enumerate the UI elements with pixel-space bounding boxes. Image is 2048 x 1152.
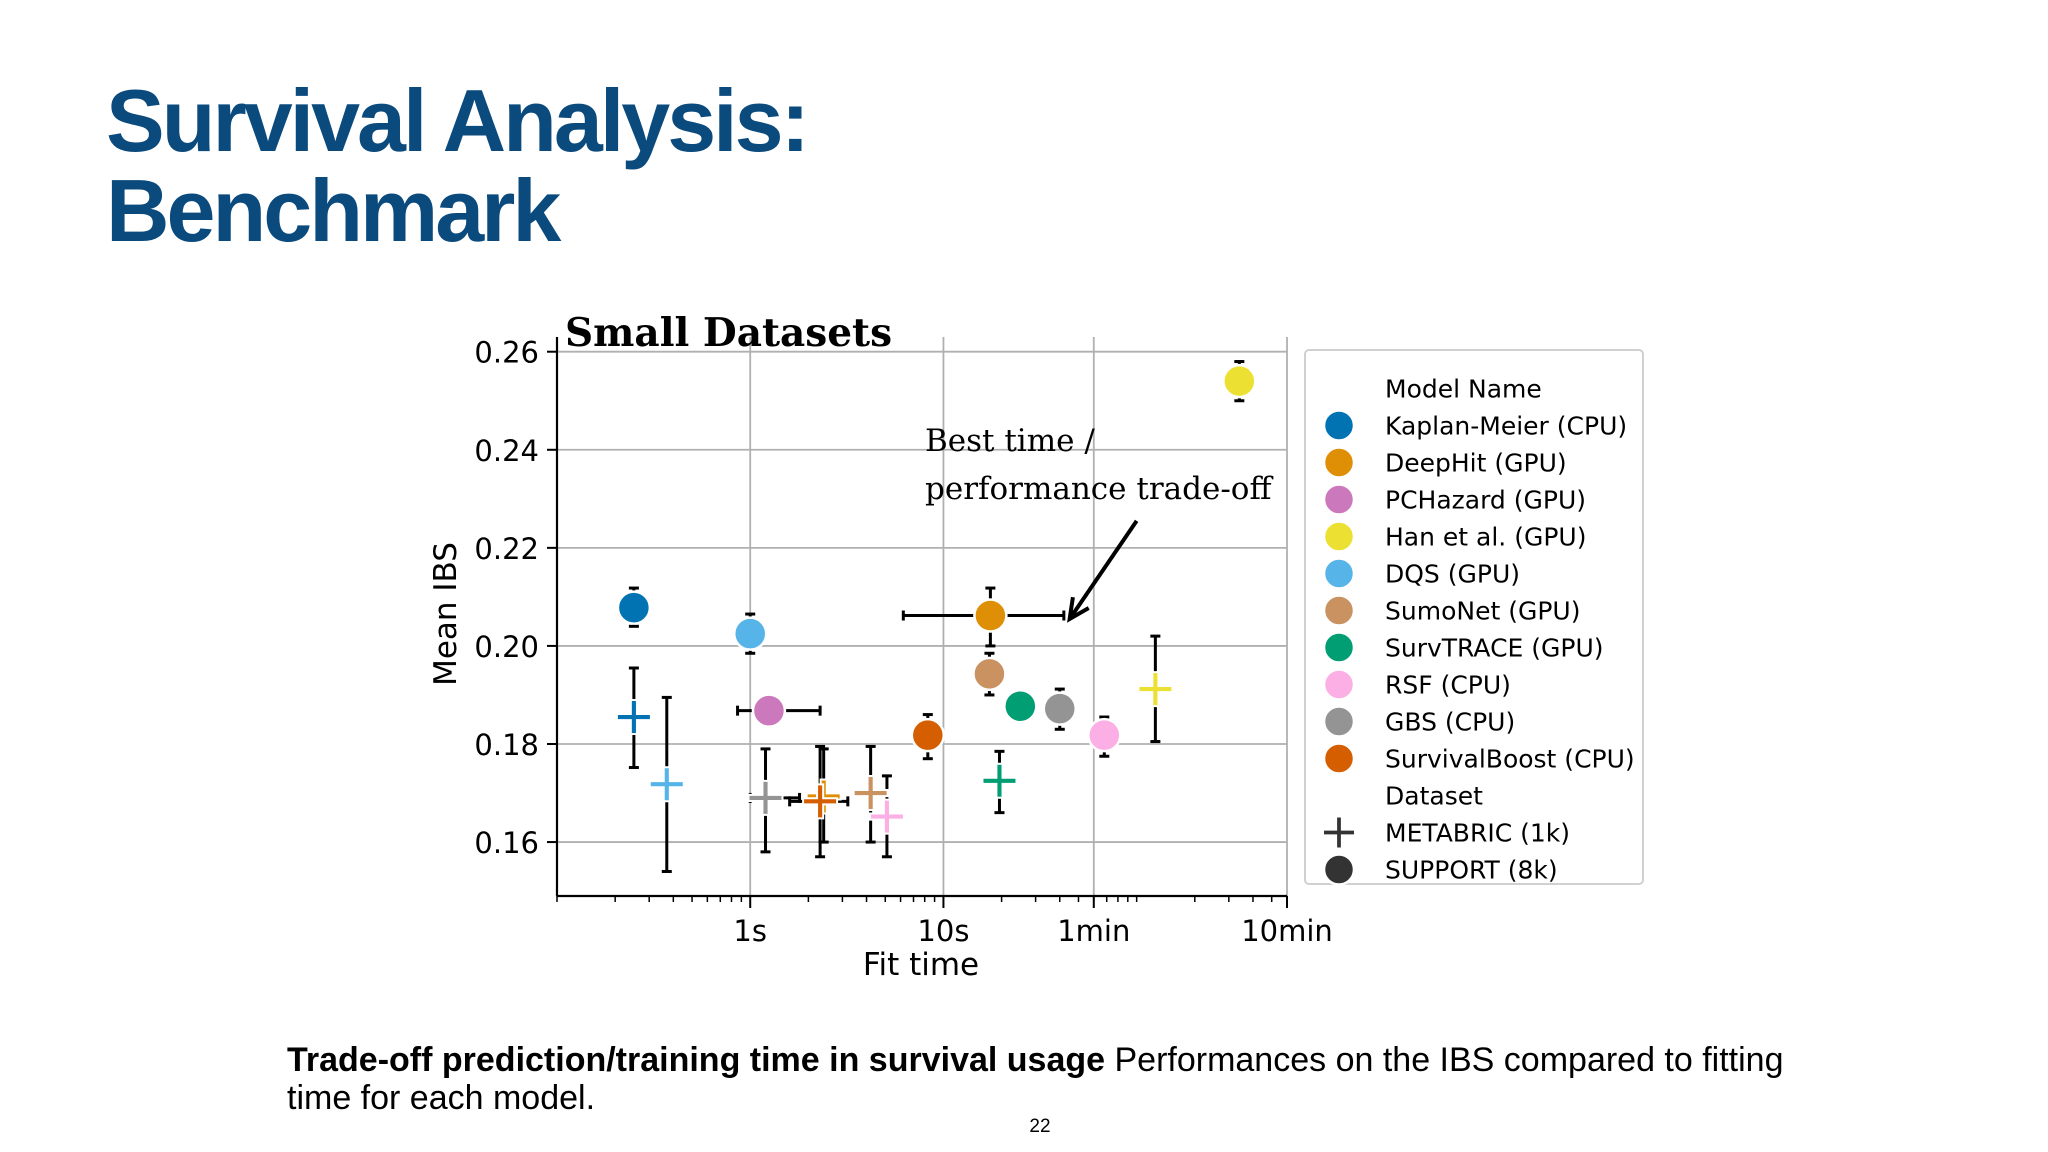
slide-title: Survival Analysis: Benchmark [106,76,1306,256]
data-point-survivalboost-cpu-metabric [802,783,839,820]
y-tick-label: 0.22 [474,532,539,566]
plot-axes [555,337,1287,898]
data-point-han-et-al-gpu-metabric [1137,671,1174,708]
legend-marker-circle [1322,853,1356,886]
data-point-dqs-gpu-support [732,616,768,651]
legend-marker [1322,409,1356,442]
data-point-kaplan-meier-cpu-metabric [615,699,652,736]
legend-label: GBS (CPU) [1385,708,1515,737]
legend-marker [1322,446,1356,479]
data-point-survtrace-gpu-support [1003,688,1038,724]
annotation-text-line-2: performance trade-off [925,471,1273,507]
legend-label: DQS (GPU) [1385,560,1520,589]
data-point-survivalboost-cpu-support [910,717,946,753]
y-tick-label: 0.20 [474,630,539,664]
legend-heading-model: Model Name [1385,375,1542,404]
y-tick-label: 0.18 [474,728,539,762]
data-points [615,363,1257,835]
caption-text: Performances on the IBS compared to fitt… [287,1041,1784,1117]
data-point-gbs-cpu-support [1042,691,1078,726]
legend-marker [1322,557,1356,590]
y-tick-label: 0.24 [474,434,539,468]
legend-label: SurvTRACE (GPU) [1385,634,1604,663]
y-tick-label: 0.26 [474,336,539,370]
legend-marker [1322,705,1356,738]
x-tick-label: 10s [917,914,969,948]
x-axis-label: Fit time [863,947,979,983]
y-tick-label: 0.16 [474,826,539,860]
annotation-arrowhead [1067,596,1090,623]
legend-label: SumoNet (GPU) [1385,597,1580,626]
page-number: 22 [1029,1116,1051,1137]
legend-box [1304,349,1644,885]
legend-marker [1322,594,1356,627]
data-point-kaplan-meier-cpu-support [616,590,652,625]
annotation: Best time / performance trade-off [925,423,1273,623]
annotation-text-line-1: Best time / [925,423,1095,459]
data-point-survtrace-gpu-metabric [981,762,1018,799]
legend-marker [1322,742,1356,775]
legend-label: METABRIC (1k) [1385,819,1570,848]
legend-label: PCHazard (GPU) [1385,486,1586,515]
legend-label: Han et al. (GPU) [1385,523,1586,552]
legend-label: Kaplan-Meier (CPU) [1385,412,1627,441]
grid-lines [557,337,1288,896]
legend-marker-plus [1322,815,1356,850]
data-point-rsf-cpu-support [1087,717,1122,753]
data-point-gbs-cpu-metabric [747,779,784,816]
data-point-deephit-gpu-support [973,598,1008,633]
x-tick-label: 1min [1057,914,1130,948]
data-point-sumonet-gpu-metabric [852,775,889,812]
legend-heading-dataset: Dataset [1385,782,1483,811]
caption: Trade-off prediction/training time in su… [287,1041,1847,1117]
data-point-sumonet-gpu-support [972,656,1007,692]
legend-marker [1322,520,1356,553]
data-point-dqs-gpu-metabric [648,766,685,803]
legend-label: DeepHit (GPU) [1385,449,1567,478]
data-point-han-et-al-gpu-support [1222,363,1257,399]
y-axis-label: Mean IBS [428,542,464,686]
legend-marker [1322,668,1356,701]
caption-bold: Trade-off prediction/training time in su… [287,1041,1106,1079]
legend-label: SurvivalBoost (CPU) [1385,745,1635,774]
legend-marker [1322,483,1356,516]
x-tick-label: 10min [1241,914,1333,948]
axis-ticks: 0.16 0.18 0.20 0.22 0.24 0.26 1s 10s 1min 10min [474,336,1332,948]
slide-title-line-2: Benchmark [106,161,561,260]
annotation-arrow [1067,519,1139,621]
legend-label: SUPPORT (8k) [1385,856,1558,885]
data-point-rsf-cpu-metabric [868,798,905,835]
slide-title-line-1: Survival Analysis: [106,71,810,170]
x-tick-label: 1s [733,914,767,948]
data-point-pchazard-gpu-support [751,693,787,728]
chart-title: Small Datasets [565,310,892,356]
legend: Model Name Kaplan-Meier (CPU) DeepHit (GPU… [1304,349,1644,886]
legend-marker [1322,631,1356,664]
legend-label: RSF (CPU) [1385,671,1511,700]
